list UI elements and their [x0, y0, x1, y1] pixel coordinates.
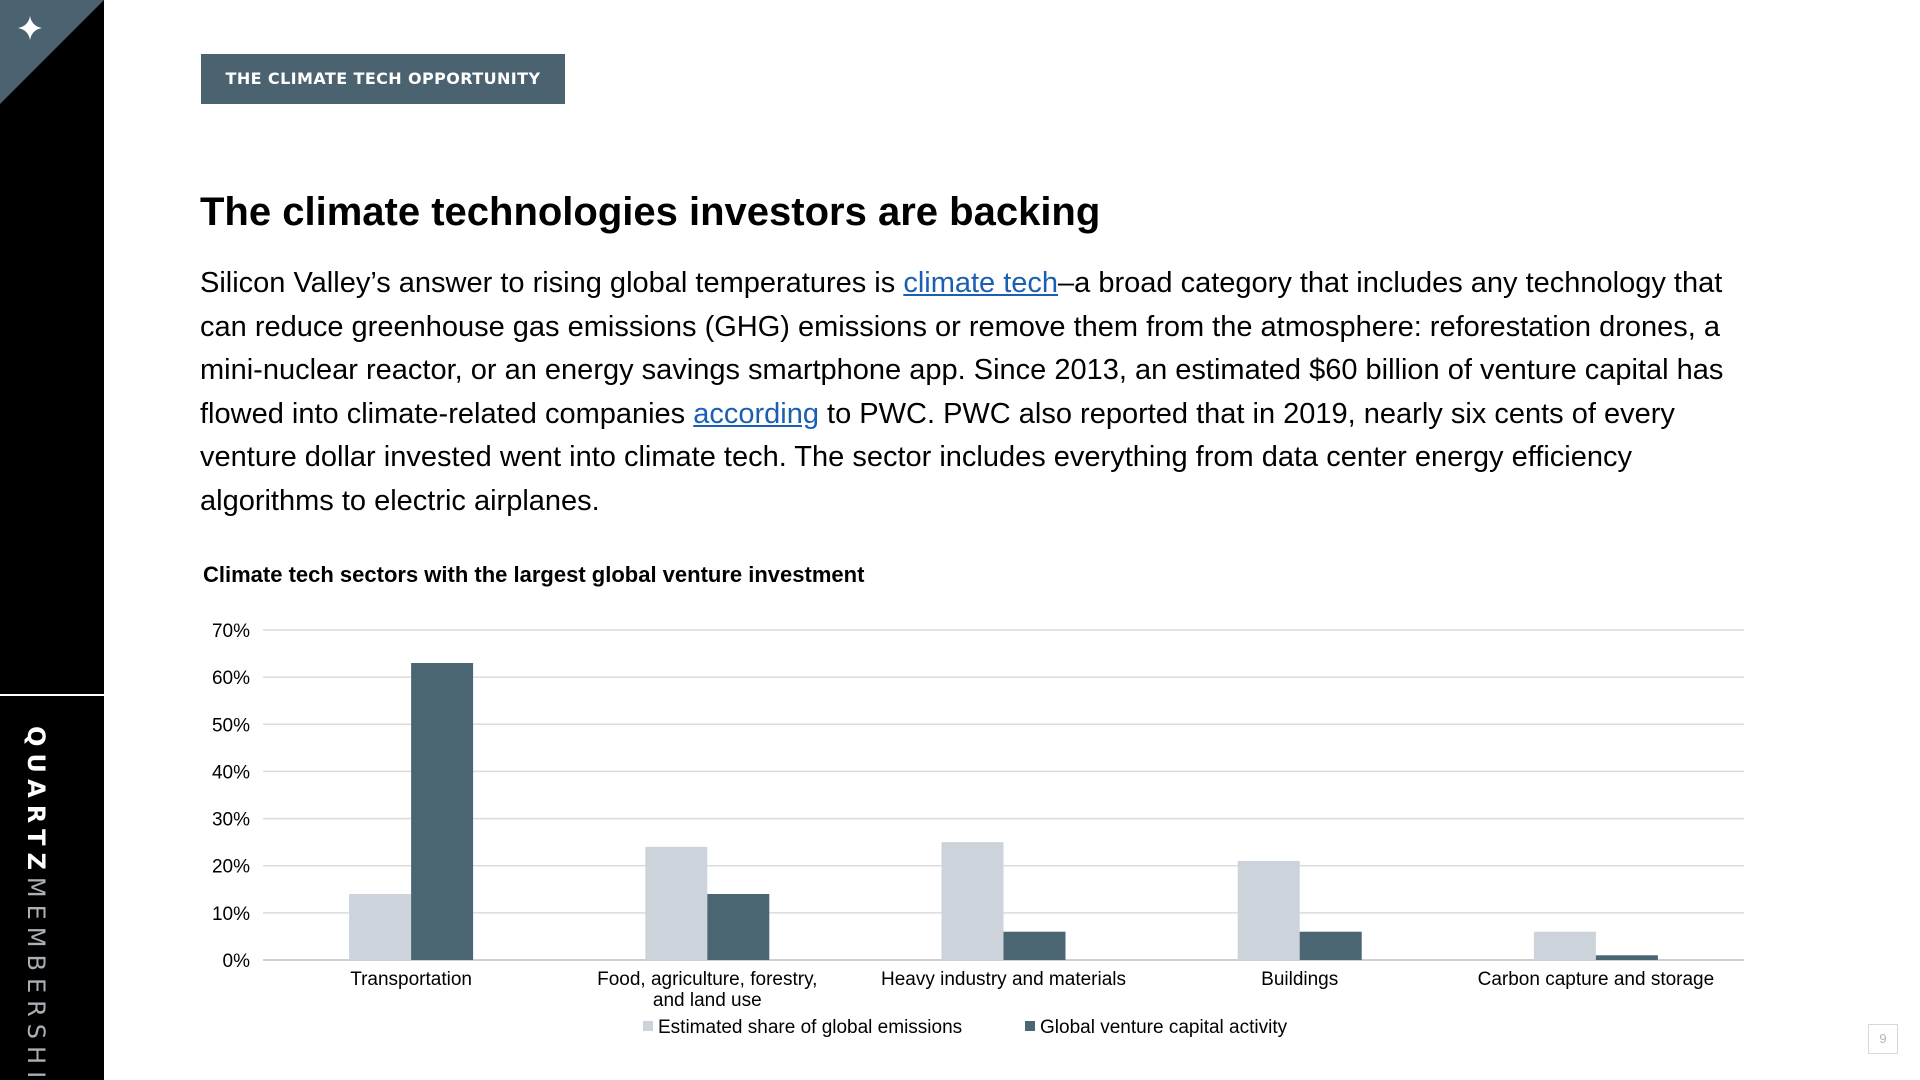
- bar: [1237, 861, 1300, 960]
- legend-label: Estimated share of global emissions: [658, 1017, 962, 1038]
- chart-y-axis: 0% 10% 20% 30% 40% 50% 60% 70%: [212, 621, 250, 972]
- x-tick-label-line: Transportation: [350, 969, 472, 990]
- corner-badge: [0, 0, 104, 104]
- left-sidebar: QUARTZMEMBERSHIP: [0, 0, 104, 1080]
- y-tick-label: 0%: [223, 951, 251, 972]
- page-number: 9: [1868, 1024, 1898, 1054]
- bar: [1003, 931, 1066, 960]
- x-tick-label: Transportation: [350, 969, 472, 990]
- y-tick-label: 70%: [212, 621, 250, 642]
- page-title: The climate technologies investors are b…: [200, 190, 1101, 234]
- y-tick-label: 10%: [212, 904, 250, 925]
- legend-swatch: [1025, 1021, 1035, 1031]
- intro-text-2: –a broad category that includes any tech…: [200, 267, 1724, 430]
- brand-name-bold: QUARTZ: [22, 726, 50, 877]
- y-tick-label: 60%: [212, 668, 250, 689]
- x-tick-label-line: Buildings: [1261, 969, 1338, 990]
- legend-swatch: [643, 1021, 653, 1031]
- brand-name-light: MEMBERSHIP: [22, 876, 50, 1080]
- y-tick-label: 20%: [212, 857, 250, 878]
- chart-title: Climate tech sectors with the largest gl…: [203, 562, 865, 587]
- chart-x-axis: Transportation Food, agriculture, forestr…: [350, 969, 1714, 1011]
- x-tick-label-line: Food, agriculture, forestry,: [597, 969, 817, 990]
- bar: [707, 894, 770, 960]
- x-tick-label: Food, agriculture, forestry, and land use: [597, 969, 817, 1011]
- intro-text-1: Silicon Valley’s answer to rising global…: [200, 267, 904, 299]
- intro-text-3: to PWC. PWC also reported that in 2019, …: [200, 397, 1675, 517]
- bar: [1595, 955, 1658, 960]
- section-tag: THE CLIMATE TECH OPPORTUNITY: [201, 54, 565, 104]
- x-tick-label-line: Carbon capture and storage: [1478, 969, 1715, 990]
- according-link[interactable]: according: [693, 397, 819, 430]
- intro-paragraph: Silicon Valley’s answer to rising global…: [200, 262, 1760, 524]
- y-tick-label: 30%: [212, 810, 250, 831]
- sidebar-divider: [0, 694, 104, 696]
- chart-bars: [349, 663, 1658, 960]
- bar: [941, 842, 1004, 960]
- bar: [645, 846, 708, 960]
- chart-legend: Estimated share of global emissions Globa…: [643, 1017, 1288, 1038]
- x-tick-label-line: and land use: [653, 990, 762, 1011]
- x-tick-label: Buildings: [1261, 969, 1338, 990]
- climate-tech-link[interactable]: climate tech: [903, 267, 1059, 299]
- x-tick-label-line: Heavy industry and materials: [881, 969, 1126, 990]
- bar: [1533, 931, 1596, 960]
- x-tick-label: Heavy industry and materials: [881, 969, 1126, 990]
- chart-gridlines: [263, 629, 1744, 961]
- vertical-brand: QUARTZMEMBERSHIP: [22, 726, 50, 1080]
- legend-label: Global venture capital activity: [1040, 1017, 1288, 1038]
- bar: [411, 663, 474, 960]
- bar: [1299, 931, 1362, 960]
- sparkle-icon: [18, 16, 42, 40]
- y-tick-label: 50%: [212, 715, 250, 736]
- bar: [349, 894, 412, 960]
- x-tick-label: Carbon capture and storage: [1478, 969, 1715, 990]
- y-tick-label: 40%: [212, 762, 250, 783]
